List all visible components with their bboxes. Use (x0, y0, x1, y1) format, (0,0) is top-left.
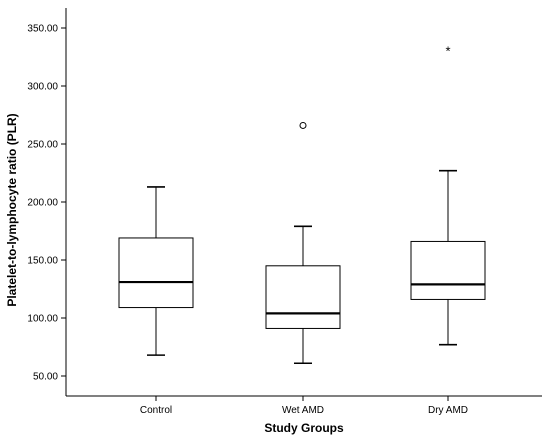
outlier-point (299, 121, 307, 129)
box-iqr (410, 240, 486, 300)
x-axis-title: Study Groups (264, 421, 344, 435)
y-tick-label: 300.00 (27, 82, 58, 93)
x-axis-ticks: Control Wet AMD Dry AMD (140, 396, 468, 416)
box-series: * (118, 44, 486, 365)
y-tick-label: 200.00 (27, 198, 58, 209)
y-axis-title: Platelet-to-lymphocyte ratio (PLR) (5, 113, 19, 306)
y-tick-label: 50.00 (33, 372, 58, 383)
box-iqr (265, 265, 341, 329)
y-tick-label: 250.00 (27, 140, 58, 151)
box-iqr (118, 237, 194, 309)
x-tick-label: Control (140, 405, 172, 416)
box-group: * (410, 44, 486, 346)
box-group (265, 121, 341, 365)
y-tick-label: 150.00 (27, 256, 58, 267)
y-tick-label: 100.00 (27, 314, 58, 325)
x-tick-label: Wet AMD (282, 405, 324, 416)
box-group (118, 186, 194, 356)
y-tick-label: 350.00 (27, 24, 58, 35)
y-axis-ticks: 50.00 100.00 150.00 200.00 250.00 300.00 350.0… (27, 24, 66, 383)
extreme-point: * (445, 44, 450, 59)
x-tick-label: Dry AMD (428, 405, 468, 416)
